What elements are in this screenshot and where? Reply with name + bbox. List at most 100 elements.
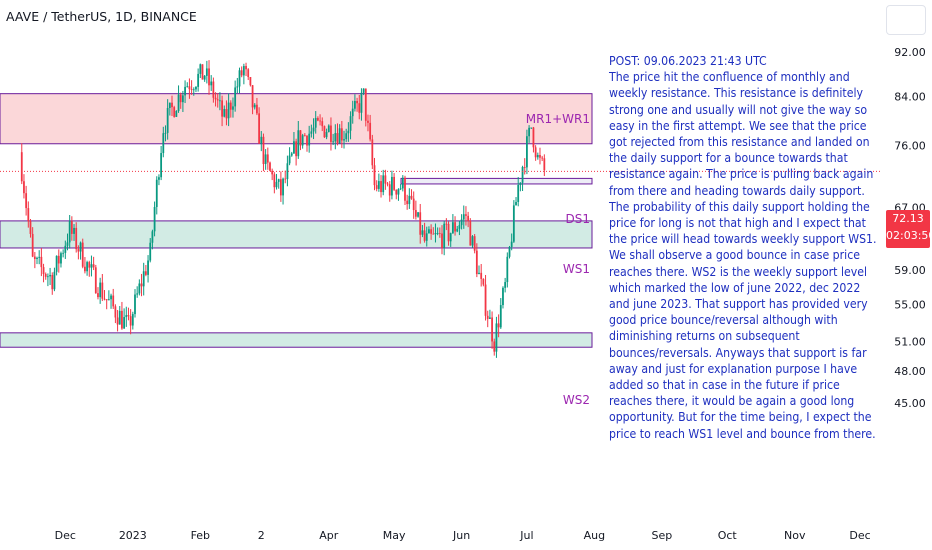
candle-body — [369, 122, 372, 140]
candle-body — [419, 212, 422, 235]
candle-body — [103, 298, 106, 300]
candle-body — [436, 232, 439, 234]
y-tick-label: 45.00 — [894, 397, 926, 410]
countdown-timer: 02:03:50 — [886, 229, 932, 242]
candle-body — [330, 125, 332, 142]
candle-body — [20, 152, 23, 182]
zone-ws2 — [0, 332, 593, 348]
candle-body — [314, 117, 317, 128]
candle-body — [232, 106, 234, 110]
candle-body — [234, 87, 237, 107]
candle-body — [380, 181, 382, 193]
candle-body — [543, 158, 546, 171]
candle-body — [242, 66, 245, 76]
candle-body — [40, 256, 43, 268]
candle-body — [236, 86, 239, 88]
candle-body — [44, 273, 47, 277]
candle-body — [144, 271, 147, 275]
candle-body — [155, 179, 158, 208]
candle-body — [192, 89, 195, 91]
candle-body — [428, 229, 430, 234]
candle-body — [423, 230, 426, 241]
candle-body — [539, 155, 541, 158]
candle-body — [158, 177, 160, 180]
y-tick-label: 92.00 — [894, 46, 926, 59]
candle-body — [97, 293, 99, 298]
candle-body — [66, 242, 69, 246]
candle-body — [273, 174, 276, 188]
candle-body — [256, 104, 258, 114]
chart-title: AAVE / TetherUS, 1D, BINANCE — [6, 9, 197, 24]
candle-body — [495, 323, 498, 352]
candle-body — [114, 306, 117, 318]
candle-body — [347, 130, 350, 134]
candle-body — [417, 212, 419, 217]
candle-body — [175, 110, 178, 117]
candle-body — [290, 153, 293, 156]
candle-body — [121, 310, 123, 329]
note-body: The price hit the confluence of monthly … — [609, 70, 880, 441]
candle-body — [469, 220, 472, 246]
x-tick-label: Jun — [452, 529, 470, 542]
candle-body — [375, 185, 378, 189]
candle-body — [340, 128, 343, 141]
candle-body — [25, 193, 28, 209]
x-tick-label: 2023 — [119, 529, 147, 542]
candle-body — [382, 175, 385, 193]
candle-body — [325, 131, 328, 138]
candle-body — [188, 86, 191, 90]
candle-body — [64, 245, 67, 253]
candle-body — [438, 232, 441, 234]
candle-body — [81, 242, 84, 267]
candle-body — [127, 315, 130, 317]
candle-body — [414, 210, 417, 217]
candle-body — [408, 195, 411, 205]
candle-body — [373, 165, 376, 186]
candle-body — [345, 133, 348, 140]
candle-body — [377, 181, 380, 189]
candle-body — [432, 233, 435, 235]
candle-body — [484, 284, 487, 316]
candle-body — [447, 223, 450, 242]
candle-body — [190, 89, 193, 90]
candle-body — [430, 229, 433, 234]
candle-body — [449, 233, 452, 242]
candle-body — [219, 100, 221, 102]
candle-body — [299, 130, 302, 146]
candle-body — [284, 178, 287, 180]
zone-label-mr1-wr1: MR1+WR1 — [526, 112, 590, 126]
candle-body — [506, 256, 509, 283]
candle-body — [282, 178, 284, 196]
candle-body — [473, 236, 476, 251]
x-tick-label: May — [383, 529, 406, 542]
candle-body — [186, 86, 189, 88]
candle-body — [264, 154, 267, 165]
candle-body — [356, 101, 358, 104]
candle-body — [214, 97, 217, 100]
candle-body — [140, 283, 143, 287]
candle-body — [454, 222, 456, 232]
candle-body — [521, 167, 524, 183]
candle-body — [271, 170, 274, 175]
candle-body — [338, 128, 341, 144]
candle-body — [406, 200, 409, 205]
chart-settings-button[interactable] — [886, 5, 926, 35]
candle-body — [38, 256, 41, 258]
candle-body — [301, 135, 304, 146]
candle-body — [269, 162, 271, 171]
candle-body — [55, 255, 58, 272]
x-tick-label: Jul — [519, 529, 533, 542]
candle-body — [160, 153, 163, 178]
candle-body — [306, 135, 308, 146]
candle-body — [371, 139, 374, 166]
candle-body — [149, 242, 152, 261]
candle-body — [502, 287, 504, 306]
candle-body — [391, 176, 393, 196]
candle-body — [401, 177, 404, 189]
candle-body — [75, 227, 78, 250]
candle-body — [110, 295, 112, 300]
candle-body — [497, 323, 500, 328]
candle-body — [216, 99, 219, 101]
candle-body — [384, 175, 387, 184]
